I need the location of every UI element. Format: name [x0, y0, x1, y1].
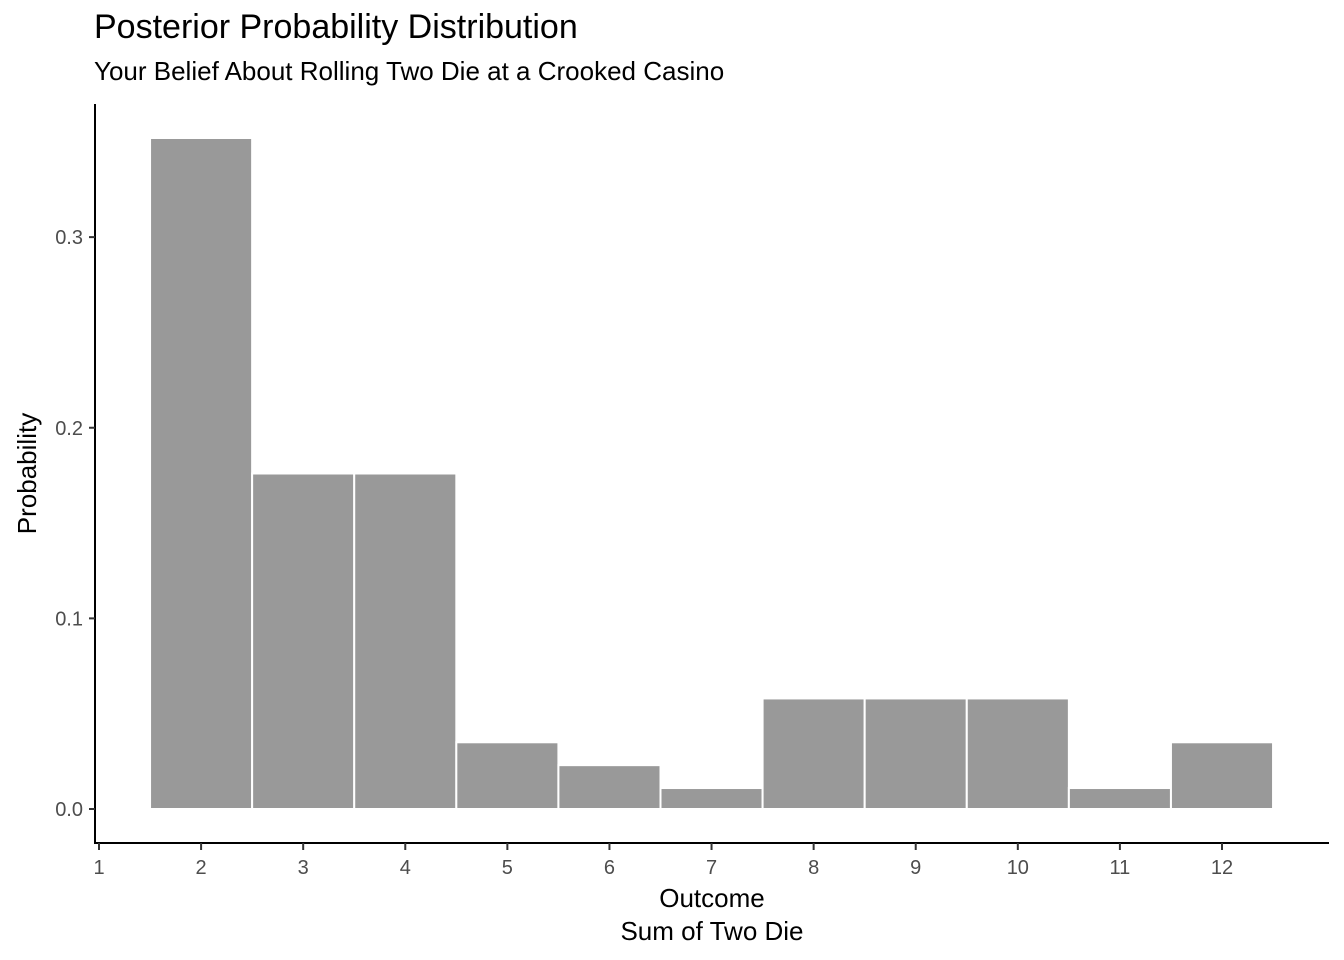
bars-layer: [149, 137, 1275, 810]
bar-10: [965, 697, 1070, 810]
x-tick-label: 4: [400, 857, 411, 879]
x-axis-title: Outcome: [659, 883, 765, 913]
y-tick-label: 0.2: [55, 418, 83, 440]
bar-9: [863, 697, 968, 810]
y-tick-label: 0.3: [55, 227, 83, 249]
x-tick-label: 2: [196, 857, 207, 879]
x-tick-label: 6: [604, 857, 615, 879]
y-tick-label: 0.0: [55, 799, 83, 821]
x-tick-label: 3: [298, 857, 309, 879]
chart-title: Posterior Probability Distribution: [94, 8, 578, 46]
bar-5: [455, 741, 560, 810]
x-tick-label: 8: [808, 857, 819, 879]
chart-subtitle: Your Belief About Rolling Two Die at a C…: [94, 56, 725, 86]
x-tick-label: 5: [502, 857, 513, 879]
bar-4: [353, 472, 458, 810]
x-tick-label: 9: [910, 857, 921, 879]
y-axis-ticks: 0.0 0.1 0.2 0.3: [55, 227, 95, 821]
bar-2: [149, 137, 254, 810]
x-tick-label: 1: [93, 857, 104, 879]
y-axis-title: Probability: [12, 413, 42, 534]
bar-12: [1169, 741, 1275, 810]
x-axis-subtitle: Sum of Two Die: [620, 916, 803, 946]
bar-8: [761, 697, 866, 810]
x-tick-label: 11: [1110, 857, 1131, 879]
bar-6: [557, 764, 662, 810]
x-axis-ticks: 1 2 3 4 5 6 7 8 9 10 11 12: [93, 843, 1233, 879]
bar-11: [1067, 787, 1172, 810]
bar-7: [659, 787, 764, 810]
x-tick-label: 12: [1211, 857, 1233, 879]
x-tick-label: 7: [706, 857, 717, 879]
y-tick-label: 0.1: [55, 608, 83, 630]
x-tick-label: 10: [1007, 857, 1029, 879]
bar-3: [251, 472, 356, 810]
